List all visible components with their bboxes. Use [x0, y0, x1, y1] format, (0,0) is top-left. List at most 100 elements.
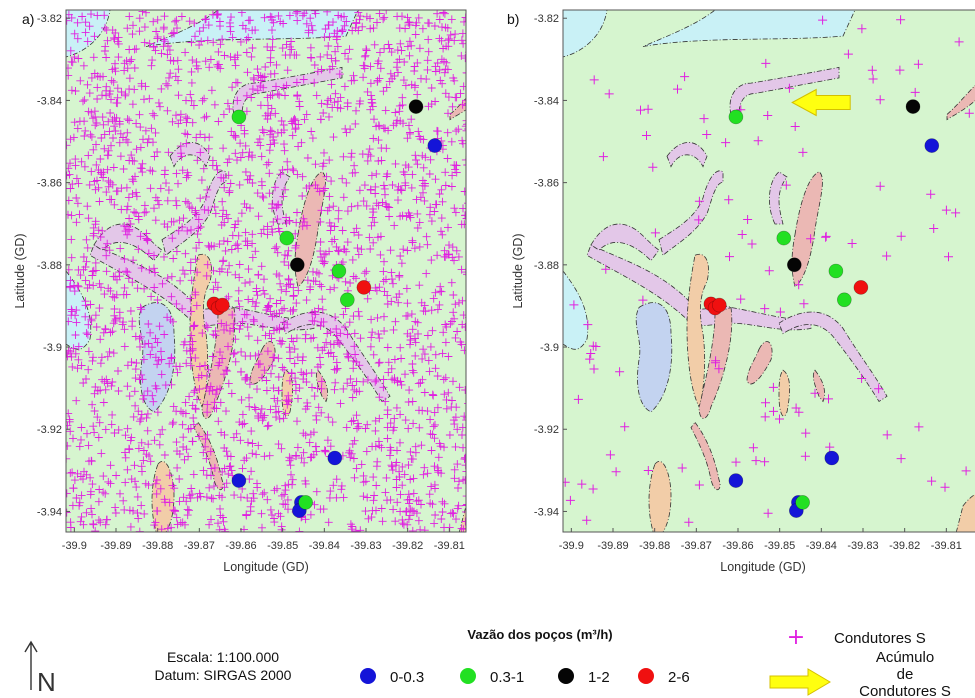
conductor-marker — [122, 290, 131, 299]
conductor-marker — [464, 128, 466, 130]
conductor-marker — [229, 319, 238, 328]
conductor-marker — [210, 463, 219, 472]
conductor-marker — [280, 257, 289, 266]
conductor-marker — [424, 18, 432, 27]
conductor-marker — [282, 213, 291, 222]
conductor-marker — [355, 186, 364, 195]
conductor-marker — [429, 391, 438, 400]
conductor-marker — [306, 510, 315, 519]
conductor-marker — [329, 481, 338, 490]
conductor-marker — [326, 340, 335, 349]
conductor-marker — [79, 475, 87, 484]
conductor-marker — [214, 417, 223, 426]
conductor-marker — [280, 140, 288, 149]
conductor-marker — [379, 383, 388, 392]
conductor-marker — [257, 405, 266, 413]
conductor-marker — [204, 206, 213, 215]
conductor-marker — [321, 25, 330, 33]
conductor-marker — [138, 467, 146, 476]
conductor-marker — [137, 501, 146, 510]
conductor-marker — [272, 82, 280, 91]
conductor-marker — [181, 113, 190, 122]
conductor-marker — [199, 448, 208, 457]
conductor-marker — [408, 325, 417, 334]
conductor-marker — [111, 67, 120, 76]
conductor-marker — [242, 48, 251, 57]
conductor-marker — [424, 35, 433, 44]
conductor-marker — [109, 134, 117, 142]
conductor-marker — [79, 253, 88, 261]
conductor-marker — [794, 280, 804, 290]
conductor-marker — [410, 244, 419, 253]
conductor-marker — [258, 523, 266, 532]
geology-unit-lilac — [590, 223, 660, 262]
conductor-marker — [319, 186, 328, 195]
conductor-marker — [66, 317, 73, 326]
conductor-marker — [401, 416, 410, 425]
conductor-marker — [388, 462, 397, 471]
conductor-marker — [433, 251, 442, 260]
conductor-marker — [356, 526, 365, 532]
conductor-marker — [107, 141, 115, 150]
conductor-marker — [210, 100, 219, 109]
conductor-marker — [401, 81, 410, 90]
conductor-marker — [477, 298, 485, 306]
conductor-marker — [444, 93, 453, 102]
conductor-marker — [293, 92, 302, 100]
conductor-marker — [163, 313, 172, 322]
conductor-marker — [340, 82, 349, 91]
conductor-marker — [215, 17, 224, 26]
conductor-marker — [424, 356, 433, 365]
conductor-marker — [283, 320, 292, 329]
conductor-marker — [339, 493, 348, 502]
conductor-marker — [317, 317, 326, 326]
conductor-marker — [167, 523, 176, 532]
conductor-marker — [751, 456, 761, 466]
conductor-marker — [293, 443, 302, 452]
conductor-marker — [317, 206, 326, 215]
conductor-marker — [132, 119, 141, 128]
conductor-marker — [79, 379, 88, 387]
conductor-marker — [89, 114, 97, 123]
conductor-marker — [108, 410, 117, 419]
geology-unit-lilac — [778, 311, 888, 403]
conductor-marker — [180, 455, 189, 464]
conductor-marker — [445, 431, 454, 439]
conductor-marker — [330, 222, 339, 231]
conductor-marker — [183, 226, 192, 235]
conductor-marker — [294, 394, 302, 403]
conductor-marker — [196, 148, 205, 157]
conductor-marker — [269, 217, 278, 226]
conductor-marker — [331, 378, 340, 387]
conductor-marker — [404, 515, 413, 524]
conductor-marker — [111, 28, 120, 37]
conductor-marker — [266, 307, 275, 316]
conductor-marker — [110, 305, 119, 313]
conductor-marker — [475, 494, 483, 502]
conductor-marker — [81, 276, 90, 285]
conductor-marker — [157, 370, 166, 379]
conductor-marker — [439, 375, 448, 384]
conductor-marker — [324, 413, 333, 422]
conductor-marker — [346, 279, 355, 287]
conductor-marker — [214, 117, 223, 126]
conductor-marker — [66, 346, 73, 355]
conductor-marker — [134, 444, 143, 453]
conductor-marker — [96, 335, 105, 344]
conductor-marker — [316, 217, 325, 226]
conductor-marker — [285, 456, 294, 465]
conductor-marker — [326, 328, 335, 336]
conductor-marker — [260, 290, 269, 298]
conductor-marker — [81, 126, 90, 135]
conductor-marker — [252, 450, 261, 459]
conductor-marker — [277, 285, 286, 294]
conductor-marker — [433, 305, 442, 314]
conductor-marker — [214, 10, 222, 18]
conductor-marker — [334, 338, 343, 347]
conductor-marker — [448, 396, 456, 405]
conductor-marker — [478, 244, 486, 252]
conductor-marker — [248, 85, 257, 94]
conductor-marker — [425, 490, 434, 499]
conductor-marker — [287, 470, 295, 479]
conductor-marker — [390, 414, 399, 423]
